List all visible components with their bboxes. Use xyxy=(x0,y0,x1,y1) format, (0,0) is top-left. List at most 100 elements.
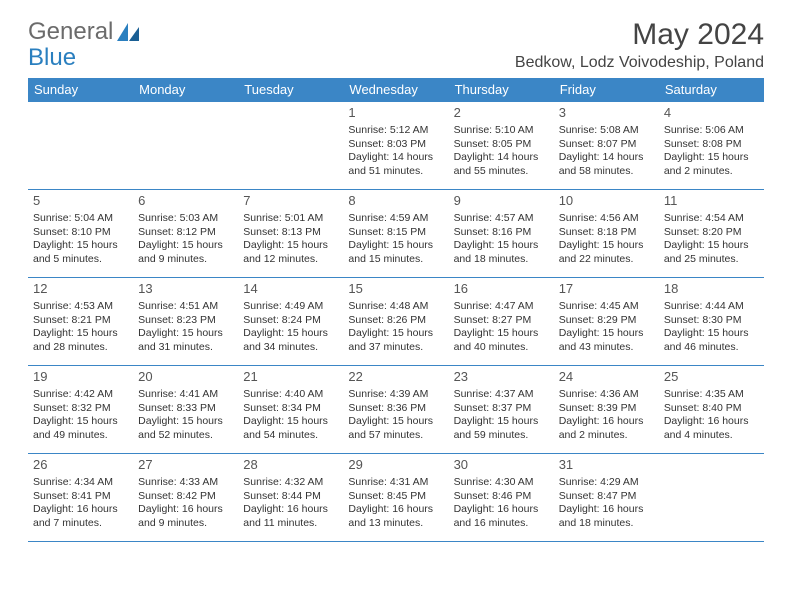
calendar-row: 5Sunrise: 5:04 AMSunset: 8:10 PMDaylight… xyxy=(28,190,764,278)
daylight-text: Daylight: 15 hours and 57 minutes. xyxy=(348,415,443,442)
sunset-text: Sunset: 8:20 PM xyxy=(664,226,759,240)
sunrise-text: Sunrise: 4:32 AM xyxy=(243,476,338,490)
sunset-text: Sunset: 8:10 PM xyxy=(33,226,128,240)
day-number: 13 xyxy=(138,281,233,298)
day-number: 19 xyxy=(33,369,128,386)
sunrise-text: Sunrise: 4:42 AM xyxy=(33,388,128,402)
day-number: 18 xyxy=(664,281,759,298)
sunrise-text: Sunrise: 5:01 AM xyxy=(243,212,338,226)
calendar-cell: 2Sunrise: 5:10 AMSunset: 8:05 PMDaylight… xyxy=(449,102,554,190)
calendar-cell: 20Sunrise: 4:41 AMSunset: 8:33 PMDayligh… xyxy=(133,366,238,454)
calendar-cell: 16 Sunrise: 4:47 AMSunset: 8:27 PMDayligh… xyxy=(449,278,554,366)
sunset-text: Sunset: 8:30 PM xyxy=(664,314,759,328)
daylight-text: Daylight: 15 hours and 22 minutes. xyxy=(559,239,654,266)
sunrise-text: Sunrise: 4:33 AM xyxy=(138,476,233,490)
day-number: 20 xyxy=(138,369,233,386)
calendar-cell xyxy=(659,454,764,542)
day-number: 11 xyxy=(664,193,759,210)
page-header: General May 2024 Bedkow, Lodz Voivodeshi… xyxy=(28,18,764,72)
daylight-text: Daylight: 15 hours and 9 minutes. xyxy=(138,239,233,266)
sunrise-text: Sunrise: 5:12 AM xyxy=(348,124,443,138)
sunset-text: Sunset: 8:33 PM xyxy=(138,402,233,416)
sunrise-text: Sunrise: 4:31 AM xyxy=(348,476,443,490)
daylight-text: Daylight: 16 hours and 11 minutes. xyxy=(243,503,338,530)
day-number: 21 xyxy=(243,369,338,386)
sunrise-text: Sunrise: 4:34 AM xyxy=(33,476,128,490)
daylight-text: Daylight: 15 hours and 43 minutes. xyxy=(559,327,654,354)
calendar-cell: 7Sunrise: 5:01 AMSunset: 8:13 PMDaylight… xyxy=(238,190,343,278)
day-number: 12 xyxy=(33,281,128,298)
sunrise-text: Sunrise: 4:40 AM xyxy=(243,388,338,402)
sunrise-text: Sunrise: 5:03 AM xyxy=(138,212,233,226)
sunset-text: Sunset: 8:13 PM xyxy=(243,226,338,240)
daylight-text: Daylight: 15 hours and 15 minutes. xyxy=(348,239,443,266)
sunrise-text: Sunrise: 4:29 AM xyxy=(559,476,654,490)
calendar-cell: 8Sunrise: 4:59 AMSunset: 8:15 PMDaylight… xyxy=(343,190,448,278)
sunrise-text: Sunrise: 4:54 AM xyxy=(664,212,759,226)
day-header: Sunday xyxy=(28,78,133,102)
daylight-text: Daylight: 14 hours and 51 minutes. xyxy=(348,151,443,178)
calendar-cell xyxy=(28,102,133,190)
calendar-row: 19 Sunrise: 4:42 AMSunset: 8:32 PM Dayligh… xyxy=(28,366,764,454)
calendar-row: 12Sunrise: 4:53 AMSunset: 8:21 PMDayligh… xyxy=(28,278,764,366)
day-number: 5 xyxy=(33,193,128,210)
daylight-text: Daylight: 15 hours and 54 minutes. xyxy=(243,415,338,442)
sunset-text: Sunset: 8:34 PM xyxy=(243,402,338,416)
sunrise-text: Sunrise: 4:37 AM xyxy=(454,388,549,402)
calendar-cell: 1Sunrise: 5:12 AMSunset: 8:03 PMDaylight… xyxy=(343,102,448,190)
sunrise-text: Sunrise: 4:56 AM xyxy=(559,212,654,226)
sunset-text: Sunset: 8:47 PM xyxy=(559,490,654,504)
daylight-text: Daylight: 15 hours and 40 minutes. xyxy=(454,327,549,354)
sunrise-text: Sunrise: 4:36 AM xyxy=(559,388,654,402)
sunrise-text: Sunrise: 5:04 AM xyxy=(33,212,128,226)
page-subtitle: Bedkow, Lodz Voivodeship, Poland xyxy=(515,54,764,72)
sunset-text: Sunset: 8:12 PM xyxy=(138,226,233,240)
daylight-text: Daylight: 16 hours and 7 minutes. xyxy=(33,503,128,530)
daylight-text: Daylight: 15 hours and 34 minutes. xyxy=(243,327,338,354)
calendar-cell: 23Sunrise: 4:37 AMSunset: 8:37 PMDayligh… xyxy=(449,366,554,454)
sunset-text: Sunset: 8:27 PM xyxy=(454,314,549,328)
daylight-text: Daylight: 16 hours and 4 minutes. xyxy=(664,415,759,442)
calendar-cell: 21 Sunrise: 4:40 AMSunset: 8:34 PMDayligh… xyxy=(238,366,343,454)
day-header: Saturday xyxy=(659,78,764,102)
sunset-text: Sunset: 8:40 PM xyxy=(664,402,759,416)
day-header-row: Sunday Monday Tuesday Wednesday Thursday… xyxy=(28,78,764,102)
sunrise-text: Sunrise: 4:44 AM xyxy=(664,300,759,314)
day-number: 28 xyxy=(243,457,338,474)
sunset-text: Sunset: 8:03 PM xyxy=(348,138,443,152)
day-header: Monday xyxy=(133,78,238,102)
day-number: 30 xyxy=(454,457,549,474)
daylight-text: Daylight: 16 hours and 16 minutes. xyxy=(454,503,549,530)
sunrise-text: Sunrise: 4:39 AM xyxy=(348,388,443,402)
day-number: 6 xyxy=(138,193,233,210)
day-number: 7 xyxy=(243,193,338,210)
calendar-cell: 9Sunrise: 4:57 AMSunset: 8:16 PMDaylight… xyxy=(449,190,554,278)
sunset-text: Sunset: 8:29 PM xyxy=(559,314,654,328)
calendar-cell xyxy=(133,102,238,190)
calendar-row: 1Sunrise: 5:12 AMSunset: 8:03 PMDaylight… xyxy=(28,102,764,190)
calendar-cell: 22Sunrise: 4:39 AMSunset: 8:36 PMDayligh… xyxy=(343,366,448,454)
sunrise-text: Sunrise: 5:06 AM xyxy=(664,124,759,138)
day-number: 8 xyxy=(348,193,443,210)
daylight-text: Daylight: 14 hours and 58 minutes. xyxy=(559,151,654,178)
day-number: 22 xyxy=(348,369,443,386)
sunset-text: Sunset: 8:24 PM xyxy=(243,314,338,328)
day-number: 16 xyxy=(454,281,549,298)
calendar-cell: 3Sunrise: 5:08 AMSunset: 8:07 PMDaylight… xyxy=(554,102,659,190)
daylight-text: Daylight: 15 hours and 52 minutes. xyxy=(138,415,233,442)
day-number: 29 xyxy=(348,457,443,474)
calendar-row: 26Sunrise: 4:34 AMSunset: 8:41 PMDayligh… xyxy=(28,454,764,542)
daylight-text: Daylight: 15 hours and 46 minutes. xyxy=(664,327,759,354)
day-number: 3 xyxy=(559,105,654,122)
logo-word-2: Blue xyxy=(28,44,76,72)
sunset-text: Sunset: 8:32 PM xyxy=(33,402,128,416)
sunrise-text: Sunrise: 4:47 AM xyxy=(454,300,549,314)
daylight-text: Daylight: 15 hours and 28 minutes. xyxy=(33,327,128,354)
daylight-text: Daylight: 14 hours and 55 minutes. xyxy=(454,151,549,178)
daylight-text: Daylight: 15 hours and 5 minutes. xyxy=(33,239,128,266)
sunrise-text: Sunrise: 4:59 AM xyxy=(348,212,443,226)
calendar-cell: 19Sunrise: 4:42 AMSunset: 8:32 PMDayligh… xyxy=(28,366,133,454)
day-number: 14 xyxy=(243,281,338,298)
day-header: Tuesday xyxy=(238,78,343,102)
sunset-text: Sunset: 8:08 PM xyxy=(664,138,759,152)
